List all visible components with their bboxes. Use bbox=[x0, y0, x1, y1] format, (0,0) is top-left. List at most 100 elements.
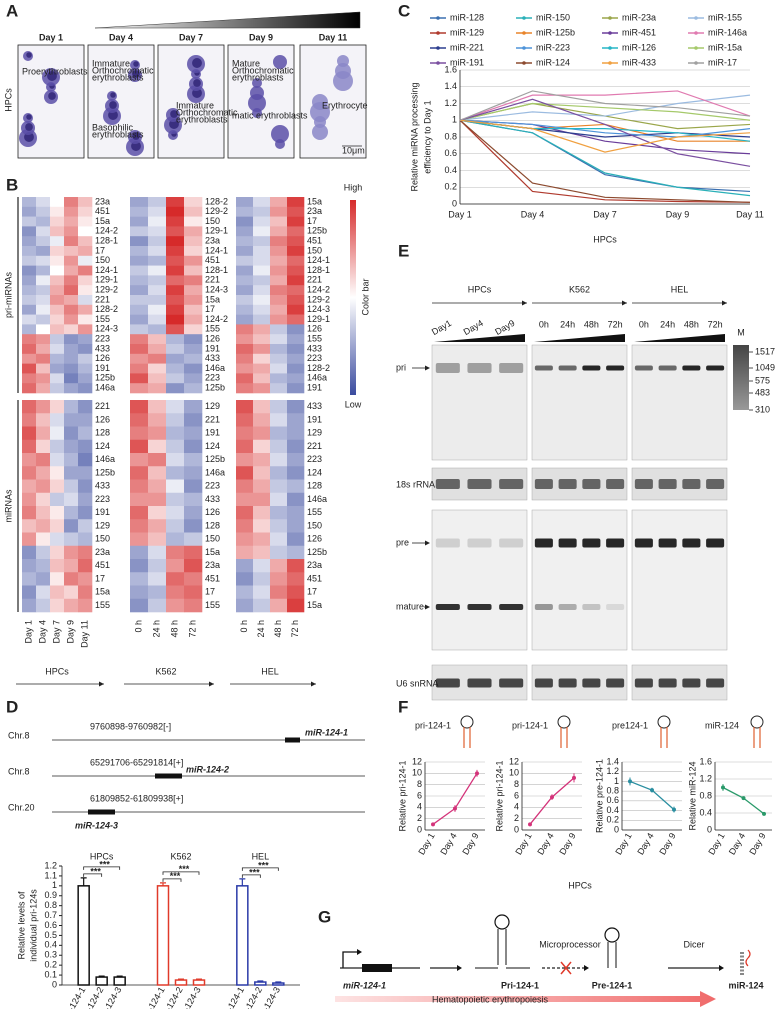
heatmap-cell bbox=[64, 197, 79, 208]
heatmap-cell bbox=[236, 334, 254, 345]
arrow-head bbox=[719, 965, 724, 971]
heatmap-cell bbox=[22, 598, 37, 613]
heatmap-cell bbox=[64, 492, 79, 507]
y-tick-label: 0.2 bbox=[606, 815, 619, 825]
heatmap-cell bbox=[166, 400, 185, 414]
hairpin-stem bbox=[560, 727, 568, 748]
heatmap-cell bbox=[148, 324, 167, 335]
heatmap-cell bbox=[22, 559, 37, 573]
heatmap-cell bbox=[36, 453, 51, 467]
hairpin-stem bbox=[607, 942, 617, 968]
heatmap-cell bbox=[22, 285, 37, 296]
heatmap-cell bbox=[22, 197, 37, 208]
heatmap-cell bbox=[253, 344, 271, 355]
heatmap-cell bbox=[253, 285, 271, 296]
heatmap-cell bbox=[22, 545, 37, 560]
cell-annotation: erythroblasts bbox=[232, 72, 284, 82]
legend-label: miR-124 bbox=[536, 57, 570, 67]
row-label: 23a bbox=[95, 196, 110, 206]
lane-label: 0h bbox=[639, 319, 649, 329]
heatmap-cell bbox=[148, 197, 167, 208]
ladder bbox=[733, 345, 749, 410]
row-label: 155 bbox=[95, 600, 110, 610]
heatmap-cell bbox=[130, 344, 149, 355]
row-label: 191 bbox=[307, 414, 322, 424]
nucleus bbox=[193, 79, 201, 87]
heatmap-cell bbox=[236, 466, 254, 480]
gel bbox=[531, 509, 628, 651]
y-tick-label: 0.2 bbox=[44, 960, 57, 970]
row-label: 125b bbox=[205, 382, 225, 392]
heatmap-cell bbox=[287, 255, 305, 266]
gel-band bbox=[582, 365, 601, 371]
row-label: 124-1 bbox=[307, 255, 330, 265]
heatmap-cell bbox=[22, 572, 37, 586]
heatmap-cell bbox=[130, 426, 149, 441]
heatmap-cell bbox=[166, 466, 185, 480]
heatmap-cell bbox=[184, 285, 203, 296]
micrograph bbox=[299, 44, 367, 159]
heatmap-cell bbox=[148, 585, 167, 600]
heatmap-cell bbox=[78, 439, 93, 454]
heatmap-cell bbox=[36, 206, 51, 217]
legend-marker bbox=[694, 31, 698, 35]
row-label: 129-1 bbox=[205, 226, 228, 236]
heatmap-cell bbox=[287, 559, 305, 573]
heatmap-cell bbox=[130, 479, 149, 494]
row-label: 129-1 bbox=[95, 275, 118, 285]
heatmap-cell bbox=[270, 353, 288, 364]
heatmap-cell bbox=[148, 226, 167, 237]
heatmap-cell bbox=[236, 216, 254, 227]
legend-marker bbox=[436, 16, 440, 20]
hairpin-stem bbox=[660, 727, 668, 748]
heatmap-cell bbox=[64, 226, 79, 237]
x-tick-label: Day 4 bbox=[438, 831, 458, 856]
micrograph bbox=[87, 44, 155, 159]
heatmap-cell bbox=[166, 506, 185, 520]
cell-annotation: Basophilic bbox=[92, 122, 134, 132]
row-label: 451 bbox=[95, 206, 110, 216]
row-label: 129 bbox=[95, 520, 110, 530]
series-line bbox=[459, 119, 751, 138]
heatmap-cell bbox=[253, 506, 271, 520]
legend-label: miR-223 bbox=[536, 42, 570, 52]
row-label: 124-1 bbox=[205, 245, 228, 255]
heatmap-cell bbox=[36, 226, 51, 237]
heatmap-cell bbox=[253, 334, 271, 345]
column-label: 24 h bbox=[256, 620, 266, 638]
gel-band bbox=[435, 678, 460, 688]
heatmap-cell bbox=[166, 197, 185, 208]
group-header: K562 bbox=[569, 284, 590, 294]
heatmap-cell bbox=[253, 572, 271, 586]
heatmap-cell bbox=[148, 265, 167, 276]
heatmap-cell bbox=[184, 334, 203, 345]
y-tick-label: 10 bbox=[412, 768, 422, 778]
heatmap-cell bbox=[253, 519, 271, 533]
gel-band bbox=[682, 479, 701, 489]
heatmap-cell bbox=[36, 466, 51, 480]
heatmap-cell bbox=[148, 304, 167, 315]
cell bbox=[312, 94, 328, 110]
gel-band bbox=[682, 365, 701, 371]
heatmap-cell bbox=[78, 532, 93, 547]
heatmap-cell bbox=[36, 506, 51, 520]
row-label: 221 bbox=[307, 441, 322, 451]
row-label: 129-1 bbox=[307, 314, 330, 324]
heatmap-cell bbox=[22, 585, 37, 600]
heatmap-cell bbox=[50, 255, 65, 266]
gel-band bbox=[606, 365, 625, 371]
heatmap-cell bbox=[253, 545, 271, 560]
row-label: 150 bbox=[205, 216, 220, 226]
heatmap-cell bbox=[253, 314, 271, 325]
heatmap-cell bbox=[130, 572, 149, 586]
arrow-head bbox=[622, 300, 627, 306]
heatmap-cell bbox=[184, 344, 203, 355]
gel bbox=[431, 344, 528, 461]
heatmap-cell bbox=[148, 519, 167, 533]
heatmap-cell bbox=[22, 363, 37, 374]
heatmap-cell bbox=[50, 383, 65, 394]
column-label: 24 h bbox=[151, 620, 161, 638]
y-tick-label: 0.6 bbox=[444, 148, 457, 158]
significance-bracket bbox=[83, 866, 121, 870]
heatmap-cell bbox=[148, 363, 167, 374]
